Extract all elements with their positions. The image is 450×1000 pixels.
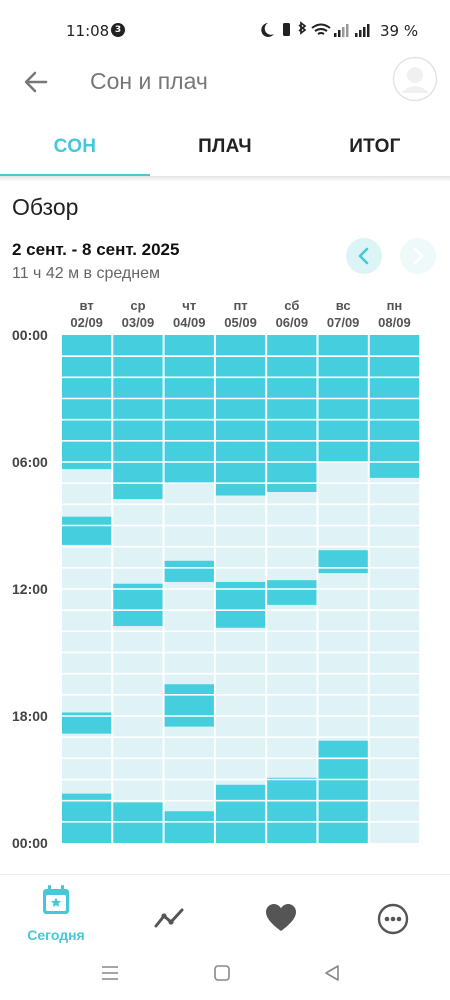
back-arrow-icon[interactable] [20,66,52,98]
chevron-right-icon [413,247,424,265]
section-title: Обзор [12,194,79,220]
day-date-label: 05/09 [224,315,257,330]
sleep-block[interactable] [164,684,214,727]
nav-more[interactable] [348,883,438,943]
sleep-block[interactable] [318,740,368,843]
tab-summary[interactable]: ИТОГ [349,136,401,157]
day-date-label: 02/09 [70,315,103,330]
sleep-block[interactable] [62,712,112,734]
status-time: 11:08 [66,22,110,40]
day-date-label: 08/09 [378,315,411,330]
moon-icon [261,23,274,37]
sleep-block[interactable] [164,811,214,843]
day-weekday-label: вс [336,298,351,313]
sleep-chart: вт 02/09 ср 03/09 чт 04/09 пт 05/09 сб 06/09 вс 07/… [12,298,420,851]
battery-level: 39 % [380,22,419,40]
tabs-divider [0,176,450,182]
sleep-block[interactable] [113,583,163,627]
status-icons [261,21,370,37]
bluetooth-icon [298,21,307,35]
notification-badge: 3 [111,23,125,37]
back-icon[interactable] [322,963,342,983]
day-weekday-label: чт [182,298,196,313]
heart-icon [266,904,296,931]
day-date-label: 04/09 [173,315,206,330]
bottom-navigation: Сегодня [0,874,450,946]
avatar-icon[interactable] [392,56,438,102]
signal-icon-2 [355,24,370,37]
home-icon[interactable] [212,963,232,983]
y-tick-label: 00:00 [12,327,48,343]
vibrate-icon [283,23,290,36]
trend-chart-icon [154,908,184,928]
status-bar: 11:08 3 39 % [0,0,450,60]
tab-sleep[interactable]: СОН [53,136,97,157]
average-sleep: 11 ч 42 м в среднем [12,265,160,282]
nav-today[interactable]: Сегодня [11,883,101,943]
more-icon [377,903,409,935]
wifi-icon [311,23,331,35]
signal-icon-1 [334,24,349,37]
day-weekday-label: вт [80,298,94,313]
day-weekday-label: ср [130,298,145,313]
next-week-button[interactable] [400,238,436,274]
sleep-block[interactable] [267,580,317,605]
menu-icon[interactable] [100,964,120,982]
y-tick-label: 00:00 [12,835,48,851]
sleep-block[interactable] [62,793,112,843]
day-date-label: 03/09 [122,315,155,330]
y-tick-label: 06:00 [12,454,48,470]
y-tick-label: 18:00 [12,708,48,724]
sleep-block[interactable] [215,784,266,843]
previous-week-button[interactable] [346,238,382,274]
sleep-block[interactable] [318,550,368,574]
chevron-left-icon [358,247,369,265]
sleep-block[interactable] [164,335,214,484]
date-range: 2 сент. - 8 сент. 2025 [12,240,180,259]
sleep-block[interactable] [62,516,112,545]
app-bar: Сон и плач [0,60,450,120]
system-navigation [0,946,450,1000]
sleep-block[interactable] [113,802,163,843]
sleep-block[interactable] [267,777,317,843]
day-date-label: 07/09 [327,315,360,330]
y-tick-label: 12:00 [12,581,48,597]
tab-cry[interactable]: ПЛАЧ [198,136,252,157]
sleep-block[interactable] [113,335,163,500]
sleep-block[interactable] [62,335,112,470]
day-weekday-label: сб [284,298,299,313]
sleep-block[interactable] [267,335,317,492]
tab-bar: СОН ПЛАЧ ИТОГ [0,128,450,178]
calendar-star-icon [43,885,69,914]
day-weekday-label: пт [233,298,247,313]
active-tab-indicator [0,174,150,177]
nav-health[interactable] [236,883,326,943]
sleep-block[interactable] [215,335,266,496]
page-title: Сон и плач [90,68,208,94]
nav-today-label: Сегодня [27,927,85,943]
sleep-block[interactable] [369,335,420,478]
sleep-block[interactable] [164,560,214,582]
nav-trends[interactable] [124,883,214,943]
day-date-label: 06/09 [276,315,309,330]
day-weekday-label: пн [387,298,403,313]
